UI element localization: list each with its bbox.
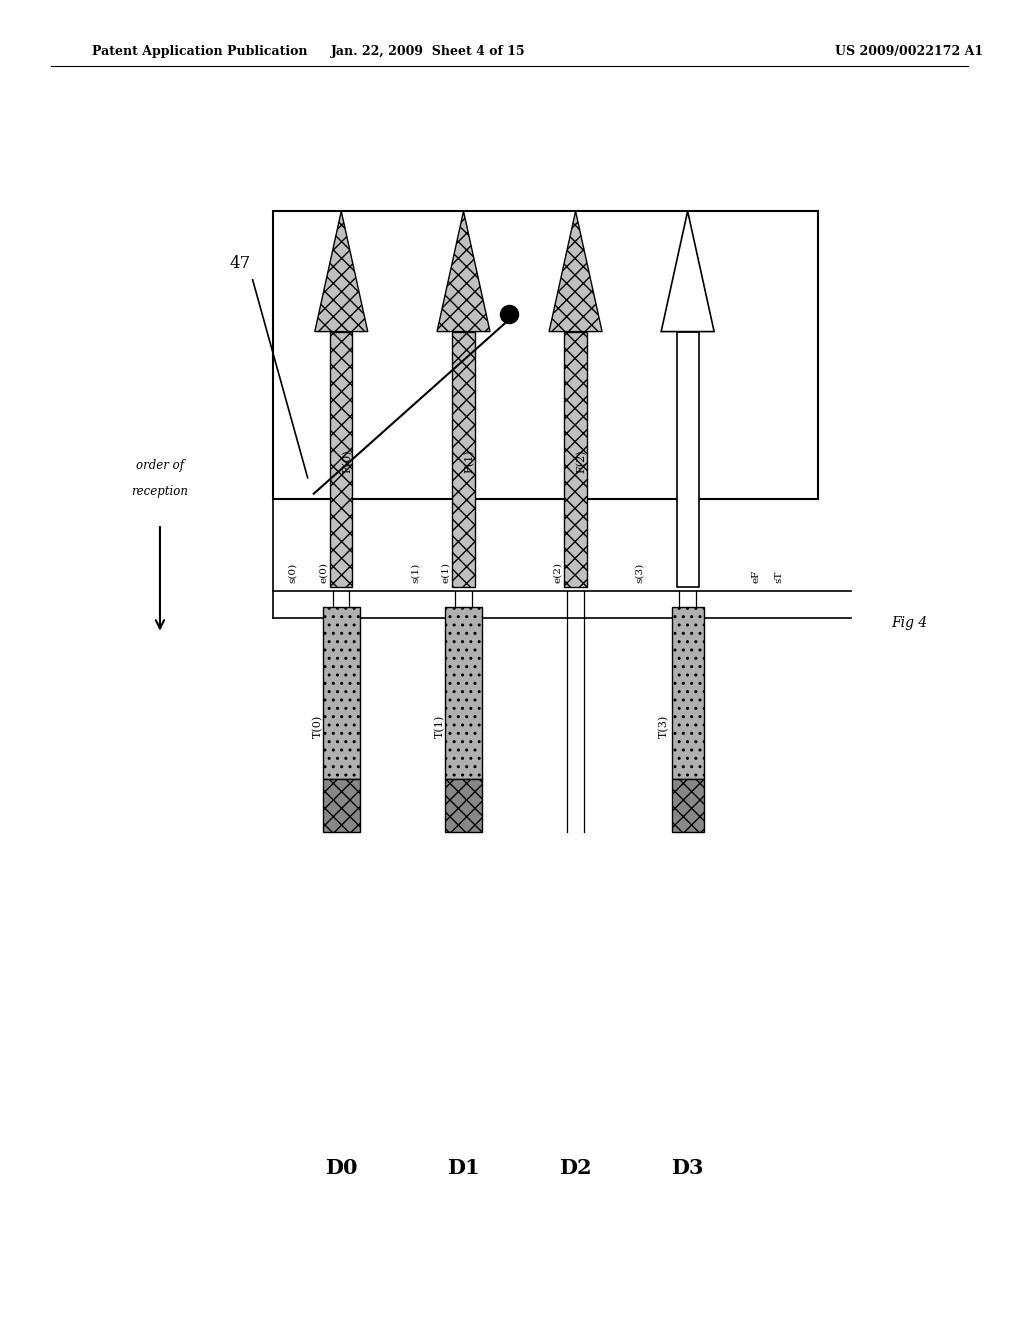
Text: s(1): s(1) — [411, 564, 420, 583]
Text: F(0): F(0) — [342, 449, 352, 473]
Polygon shape — [662, 211, 714, 331]
FancyBboxPatch shape — [330, 331, 352, 587]
Text: T(0): T(0) — [312, 714, 323, 738]
Text: e(1): e(1) — [441, 562, 451, 583]
FancyBboxPatch shape — [273, 211, 818, 499]
FancyBboxPatch shape — [677, 331, 698, 587]
FancyBboxPatch shape — [672, 779, 703, 832]
FancyBboxPatch shape — [323, 607, 359, 779]
Text: F(2): F(2) — [577, 449, 587, 473]
Text: D1: D1 — [447, 1158, 480, 1179]
FancyBboxPatch shape — [672, 607, 703, 779]
FancyBboxPatch shape — [445, 607, 482, 779]
Text: s(3): s(3) — [635, 564, 644, 583]
Text: Patent Application Publication: Patent Application Publication — [92, 45, 307, 58]
Text: Fig 4: Fig 4 — [891, 616, 928, 630]
Text: eF: eF — [752, 570, 761, 583]
Text: s(0): s(0) — [289, 564, 297, 583]
FancyBboxPatch shape — [323, 779, 359, 832]
Text: reception: reception — [131, 484, 188, 498]
Text: D3: D3 — [672, 1158, 703, 1179]
FancyBboxPatch shape — [445, 779, 482, 832]
Polygon shape — [549, 211, 602, 331]
FancyBboxPatch shape — [453, 331, 475, 587]
Text: T(1): T(1) — [435, 714, 445, 738]
Text: e(0): e(0) — [318, 562, 328, 583]
Text: order of: order of — [136, 458, 184, 471]
Text: Jan. 22, 2009  Sheet 4 of 15: Jan. 22, 2009 Sheet 4 of 15 — [331, 45, 525, 58]
Text: F(1): F(1) — [465, 449, 475, 473]
Text: 47: 47 — [229, 256, 251, 272]
Text: D2: D2 — [559, 1158, 592, 1179]
Polygon shape — [437, 211, 490, 331]
Text: D0: D0 — [325, 1158, 357, 1179]
Text: US 2009/0022172 A1: US 2009/0022172 A1 — [836, 45, 983, 58]
Text: e(2): e(2) — [553, 562, 562, 583]
Text: T(3): T(3) — [659, 714, 670, 738]
FancyBboxPatch shape — [564, 331, 587, 587]
Text: sT: sT — [774, 572, 783, 583]
Polygon shape — [314, 211, 368, 331]
